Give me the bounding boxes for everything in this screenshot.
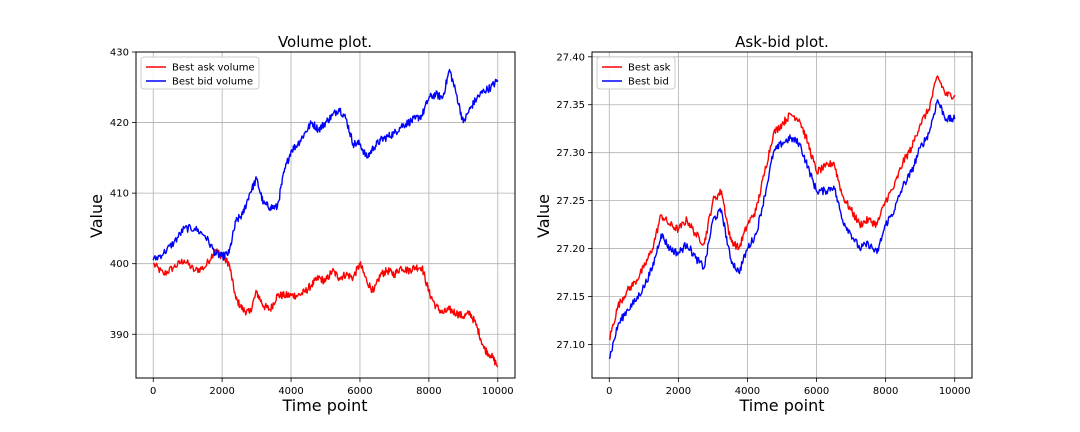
x-tick-label: 6000 <box>804 386 829 397</box>
y-tick-label: 27.15 <box>556 292 585 303</box>
plot-frame <box>591 51 973 379</box>
series-line-ask <box>609 75 956 341</box>
y-tick-label: 27.30 <box>556 148 585 159</box>
volume-plot-panel: Volume plot. 0 2000 4000 6000 8000 10000 390 40… <box>87 33 516 415</box>
chart-title: Volume plot. <box>278 33 372 51</box>
plot-frame <box>135 51 516 379</box>
series-lines <box>152 68 499 368</box>
series-line-bid <box>152 68 499 261</box>
series-lines <box>608 75 956 360</box>
legend: Best ask Best bid <box>596 56 676 90</box>
y-tick-label: 27.35 <box>556 100 585 111</box>
series-line-ask <box>152 248 499 368</box>
gridlines <box>592 52 972 378</box>
y-tick-label: 390 <box>110 330 129 341</box>
y-tick-label: 27.10 <box>556 340 585 351</box>
y-tick-label: 400 <box>110 259 129 270</box>
x-tick-label: 10000 <box>482 386 514 397</box>
x-tick-label: 0 <box>150 386 156 397</box>
x-tick-label: 10000 <box>939 386 971 397</box>
legend-label: Best ask volume <box>172 63 255 74</box>
y-axis-label: Value <box>534 194 553 238</box>
series-line-bid <box>608 99 956 360</box>
x-tick-label: 8000 <box>873 386 898 397</box>
y-tick-label: 410 <box>110 189 129 200</box>
legend: Best ask volume Best bid volume <box>140 56 260 90</box>
x-tick-label: 6000 <box>347 386 372 397</box>
legend-label: Best bid volume <box>172 77 253 88</box>
y-tick-label: 27.25 <box>556 196 585 207</box>
x-tick-label: 2000 <box>209 386 234 397</box>
x-tick-label: 2000 <box>666 386 691 397</box>
y-axis-label: Value <box>87 194 106 238</box>
y-tick-label: 27.20 <box>556 244 585 255</box>
x-axis-label: Time point <box>738 396 824 415</box>
legend-box <box>140 56 260 90</box>
x-tick-label: 8000 <box>416 386 441 397</box>
ask-bid-plot-panel: Ask-bid plot. 0 2000 4000 6000 8000 10000 27.1… <box>534 33 973 415</box>
legend-label: Best bid <box>628 77 669 88</box>
y-tick-label: 420 <box>110 118 129 129</box>
y-tick-label: 27.40 <box>556 52 585 63</box>
gridlines <box>136 51 515 378</box>
x-tick-label: 0 <box>606 386 612 397</box>
x-tick-label: 4000 <box>278 386 303 397</box>
axis-ticks: 0 2000 4000 6000 8000 10000 27.10 27.15 27.20 27.… <box>556 52 970 397</box>
x-axis-label: Time point <box>281 396 367 415</box>
y-tick-label: 430 <box>110 48 129 59</box>
axis-ticks: 0 2000 4000 6000 8000 10000 390 400 410 420 430 <box>110 48 514 398</box>
x-tick-label: 4000 <box>735 386 760 397</box>
chart-title: Ask-bid plot. <box>735 33 829 51</box>
legend-label: Best ask <box>628 63 671 74</box>
